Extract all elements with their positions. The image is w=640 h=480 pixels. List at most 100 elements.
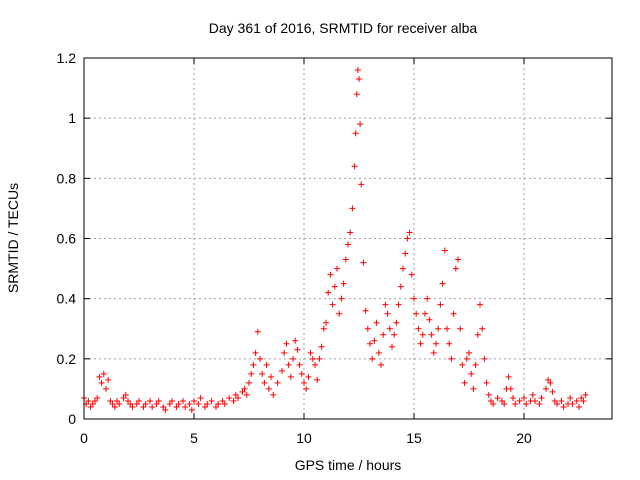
data-point <box>448 356 454 362</box>
data-point <box>250 362 256 368</box>
data-point <box>420 332 426 338</box>
data-point <box>569 401 575 407</box>
data-point <box>147 398 153 404</box>
data-point <box>400 266 406 272</box>
data-point <box>355 67 361 73</box>
data-point <box>426 317 432 323</box>
data-point <box>101 371 107 377</box>
data-point <box>301 380 307 386</box>
data-point <box>297 362 303 368</box>
data-point <box>292 338 298 344</box>
data-point <box>510 395 516 401</box>
data-point <box>576 404 582 410</box>
data-point <box>303 386 309 392</box>
data-point <box>484 380 490 386</box>
data-point <box>367 341 373 347</box>
data-point <box>468 371 474 377</box>
chart-title: Day 361 of 2016, SRMTID for receiver alb… <box>209 20 478 36</box>
y-tick-label: 1.2 <box>57 50 77 66</box>
data-point <box>429 332 435 338</box>
data-point <box>422 311 428 317</box>
data-point <box>387 326 393 332</box>
data-point <box>299 371 305 377</box>
data-point <box>532 398 538 404</box>
data-point <box>583 392 589 398</box>
data-point <box>363 308 369 314</box>
y-tick-label: 0 <box>68 411 76 427</box>
data-point <box>343 257 349 263</box>
data-point <box>253 350 259 356</box>
y-tick-label: 0.8 <box>57 170 77 186</box>
data-point <box>264 362 270 368</box>
data-point <box>349 205 355 211</box>
data-point <box>103 386 109 392</box>
data-point <box>382 302 388 308</box>
data-point <box>393 320 399 326</box>
data-point <box>261 380 267 386</box>
data-point <box>380 332 386 338</box>
data-point <box>440 281 446 287</box>
data-point <box>288 374 294 380</box>
data-point <box>517 398 523 404</box>
data-point <box>259 371 265 377</box>
data-point <box>523 401 529 407</box>
data-point <box>231 398 237 404</box>
data-point <box>466 350 472 356</box>
data-point <box>453 266 459 272</box>
data-point <box>506 374 512 380</box>
data-point <box>255 329 261 335</box>
data-points <box>81 67 589 413</box>
data-point <box>332 284 338 290</box>
data-point <box>244 392 250 398</box>
data-point <box>407 229 413 235</box>
data-point <box>365 326 371 332</box>
srmtid-scatter-chart: 00.20.40.60.811.20 5 10 15 20 Day 361 of 201… <box>0 0 640 480</box>
data-point <box>415 326 421 332</box>
data-point <box>353 130 359 136</box>
plot-frame <box>84 58 612 419</box>
data-point <box>374 320 380 326</box>
data-point <box>325 290 331 296</box>
data-point <box>341 281 347 287</box>
grid-lines <box>84 58 612 419</box>
data-point <box>376 350 382 356</box>
data-point <box>391 332 397 338</box>
data-point <box>283 341 289 347</box>
data-point <box>226 395 232 401</box>
data-point <box>321 326 327 332</box>
data-point <box>290 356 296 362</box>
data-point <box>270 392 276 398</box>
data-point <box>279 368 285 374</box>
data-point <box>389 344 395 350</box>
data-point <box>310 356 316 362</box>
data-point <box>327 272 333 278</box>
data-point <box>330 302 336 308</box>
data-point <box>308 350 314 356</box>
x-tick-label: 0 <box>80 430 88 446</box>
y-axis-label: SRMTID / TECUs <box>5 183 21 293</box>
data-point <box>352 163 358 169</box>
data-point <box>574 398 580 404</box>
data-point <box>266 386 272 392</box>
data-point <box>187 401 193 407</box>
data-point <box>336 311 342 317</box>
data-point <box>347 229 353 235</box>
data-point <box>479 326 485 332</box>
data-point <box>413 311 419 317</box>
data-point <box>550 389 556 395</box>
x-axis-label: GPS time / hours <box>295 457 402 473</box>
data-point <box>495 395 501 401</box>
data-point <box>338 296 344 302</box>
data-point <box>418 341 424 347</box>
data-point <box>358 181 364 187</box>
data-point <box>191 398 197 404</box>
data-point <box>149 404 155 410</box>
data-point <box>409 272 415 278</box>
data-point <box>512 401 518 407</box>
data-point <box>182 404 188 410</box>
data-point <box>451 311 457 317</box>
data-point <box>345 242 351 248</box>
tick-labels: 00.20.40.60.811.20 5 10 15 20 <box>57 50 532 446</box>
data-point <box>105 377 111 383</box>
data-point <box>323 320 329 326</box>
